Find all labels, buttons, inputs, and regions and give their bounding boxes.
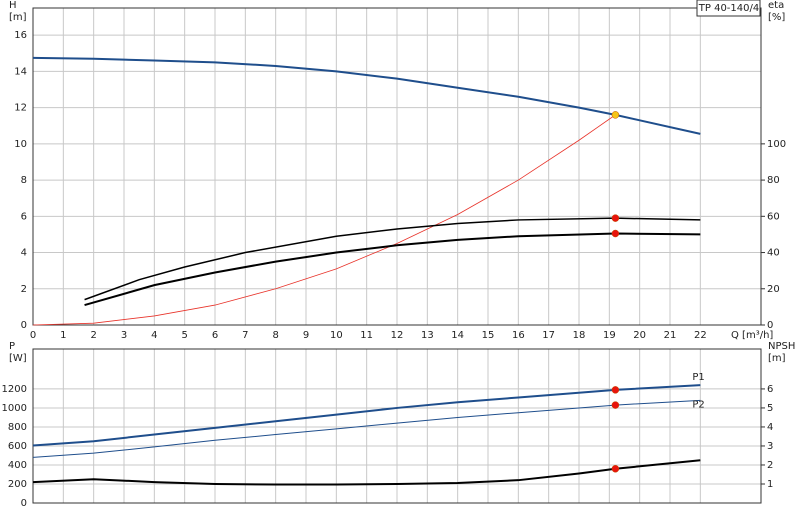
series-line <box>32 399 701 458</box>
y2-tick-label: 6 <box>767 384 773 395</box>
y2-tick-label: 3 <box>767 441 773 452</box>
operating-point <box>611 401 620 409</box>
operating-point <box>611 214 620 222</box>
x-tick-label: 6 <box>212 330 218 341</box>
y2-tick-label: 0 <box>767 320 773 331</box>
plot-frame <box>32 7 762 326</box>
series-label: P2 <box>692 399 704 410</box>
series-line <box>32 114 616 326</box>
y-axis-unit: [W] <box>9 353 27 364</box>
y2-tick-label: 2 <box>767 460 773 471</box>
x-tick-label: 10 <box>330 330 343 341</box>
annotation-box <box>696 0 761 17</box>
x-tick-label: 14 <box>451 330 464 341</box>
series-label: P1 <box>692 372 704 383</box>
y-tick-label: 8 <box>21 175 27 186</box>
y2-tick-label: 40 <box>767 248 780 259</box>
y2-axis-unit: [m] <box>768 353 786 364</box>
y-tick-label: 600 <box>8 441 27 452</box>
x-tick-label: 4 <box>151 330 157 341</box>
y2-tick-label: 60 <box>767 211 780 222</box>
operating-point <box>611 386 620 394</box>
x-tick-label: 16 <box>512 330 525 341</box>
y2-tick-label: 20 <box>767 284 780 295</box>
series-line <box>32 384 701 447</box>
x-tick-label: 7 <box>242 330 248 341</box>
operating-point <box>611 111 620 119</box>
x-tick-label: 19 <box>603 330 616 341</box>
series-line <box>32 459 701 486</box>
x-tick-label: 21 <box>664 330 677 341</box>
x-tick-label: 18 <box>573 330 586 341</box>
x-tick-label: 3 <box>121 330 127 341</box>
y-tick-label: 1200 <box>2 384 27 395</box>
x-tick-label: 11 <box>360 330 373 341</box>
operating-point <box>611 465 620 473</box>
y-tick-label: 800 <box>8 422 27 433</box>
x-tick-label: 2 <box>90 330 96 341</box>
x-tick-label: 12 <box>391 330 404 341</box>
y-tick-label: 4 <box>21 248 27 259</box>
y-tick-label: 12 <box>14 103 27 114</box>
y-axis-unit: [m] <box>9 12 27 23</box>
y2-axis-label: NPSH <box>768 341 795 352</box>
y-tick-label: 0 <box>21 320 27 331</box>
x-tick-label: 1 <box>60 330 66 341</box>
y-tick-label: 10 <box>14 139 27 150</box>
y2-tick-label: 100 <box>767 139 786 150</box>
x-tick-label: 20 <box>633 330 646 341</box>
x-axis-label: Q [m³/h] <box>731 330 773 341</box>
y-tick-label: 16 <box>14 30 27 41</box>
y2-tick-label: 4 <box>767 422 773 433</box>
x-tick-label: 15 <box>482 330 495 341</box>
y-tick-label: 1000 <box>2 403 27 414</box>
operating-point <box>611 229 620 238</box>
y-tick-label: 6 <box>21 211 27 222</box>
y-tick-label: 200 <box>8 479 27 490</box>
y2-tick-label: 5 <box>767 403 773 414</box>
x-tick-label: 0 <box>30 330 36 341</box>
x-tick-label: 9 <box>303 330 309 341</box>
x-tick-label: 5 <box>181 330 187 341</box>
y2-tick-label: 1 <box>767 479 773 490</box>
x-tick-label: 22 <box>694 330 707 341</box>
y-axis-label: H <box>9 0 17 11</box>
x-tick-label: 17 <box>542 330 555 341</box>
y2-axis-label: eta <box>768 0 784 11</box>
series-line <box>84 232 701 307</box>
y2-axis-unit: [%] <box>768 12 785 23</box>
y-tick-label: 2 <box>21 284 27 295</box>
y-tick-label: 14 <box>14 66 27 77</box>
series-line <box>84 217 701 301</box>
x-tick-label: 13 <box>421 330 434 341</box>
y-tick-label: 400 <box>8 460 27 471</box>
plot-frame <box>32 348 762 504</box>
annotation: TP 40-140/4 <box>698 3 759 14</box>
y-tick-label: 0 <box>21 498 27 509</box>
y-axis-label: P <box>9 341 15 352</box>
x-tick-label: 8 <box>272 330 278 341</box>
y2-tick-label: 80 <box>767 175 780 186</box>
